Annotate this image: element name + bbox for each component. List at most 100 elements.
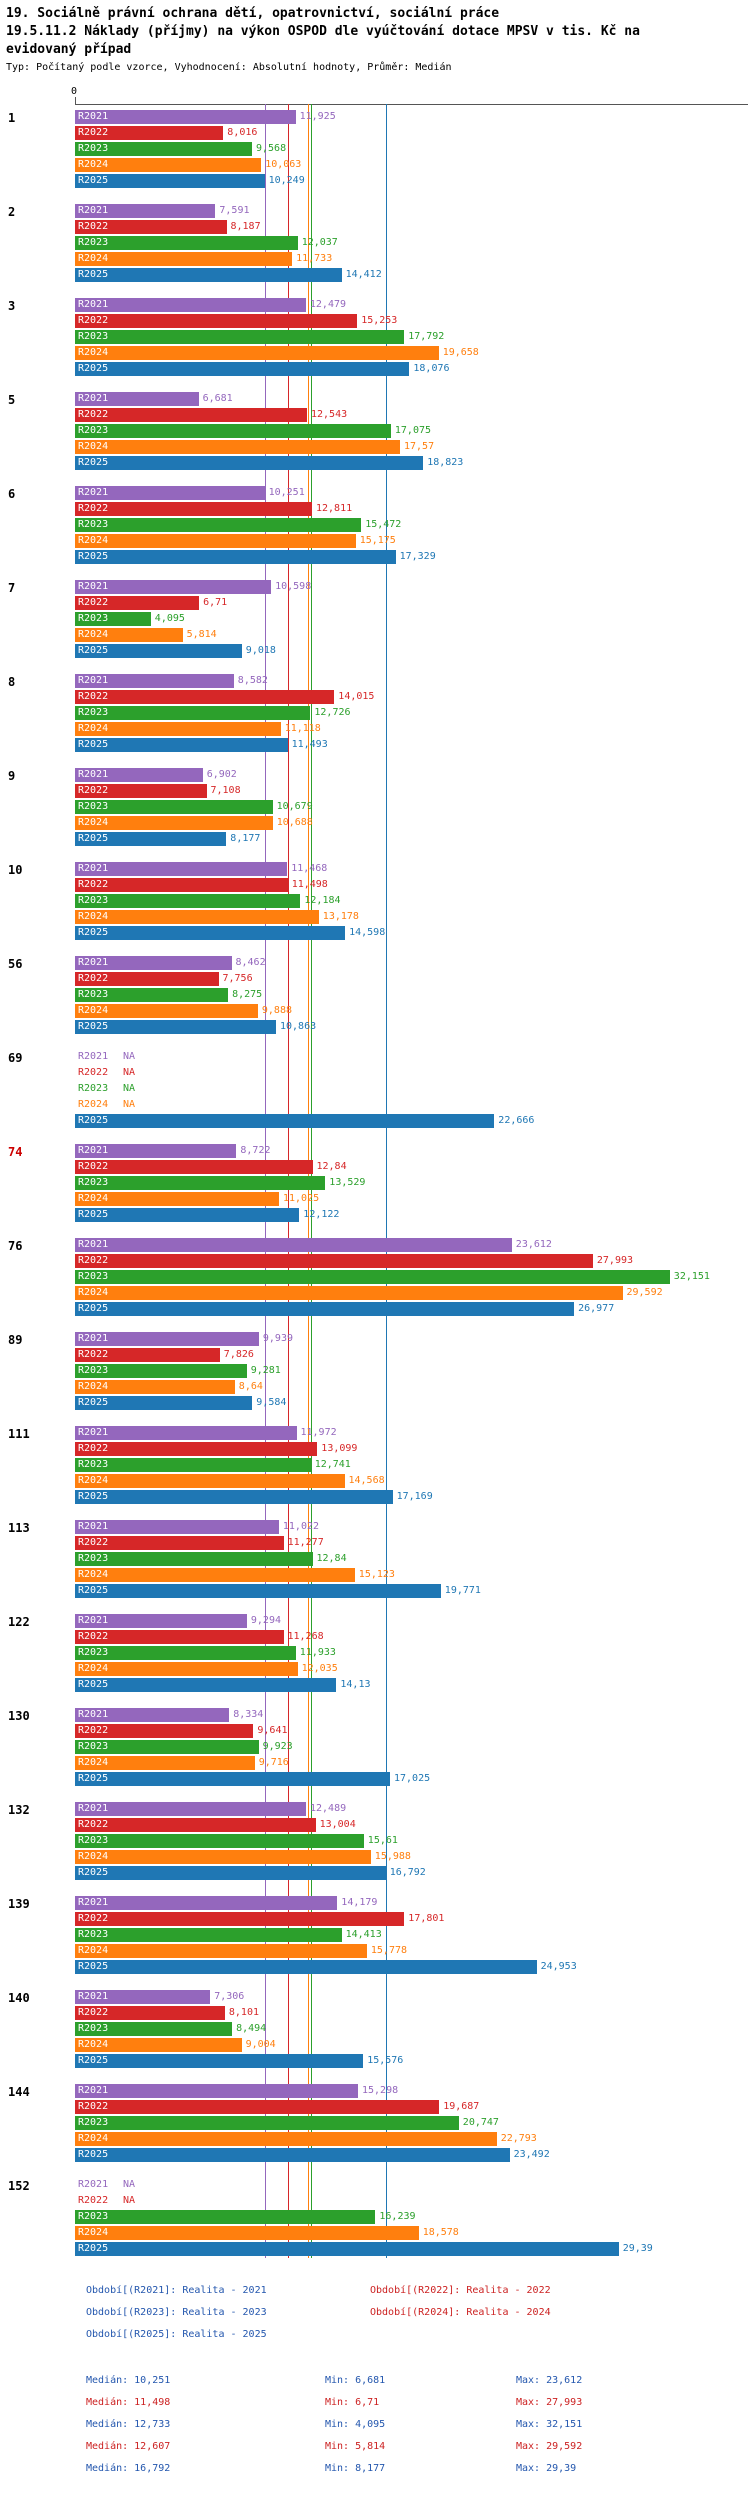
bar-2-R2023: R2023 [75,236,298,250]
bar-7-R2025: R2025 [75,644,242,658]
bar-value-label: 5,814 [186,629,217,640]
bar-1-R2021: R2021 [75,110,296,124]
bar-value-label: 9,888 [261,1005,292,1016]
bar-value-label: 7,306 [214,1991,245,2002]
bar-series-label: R2025 [78,2243,109,2254]
bar-series-label: R2024 [78,1381,109,1392]
bar-6-R2021: R2021 [75,486,265,500]
bar-series-label: R2025 [78,1961,109,1972]
bar-3-R2025: R2025 [75,362,410,376]
legend-item-2023: Období[(R2023]: Realita - 2023 [86,2307,267,2318]
bar-value-label: 11,498 [291,879,328,890]
category-label-76: 76 [8,1239,23,1253]
bar-series-label: R2023 [78,613,109,624]
series-label-R2021: R2021 [78,1051,109,1062]
bar-7-R2022: R2022 [75,596,200,610]
bar-series-label: R2021 [78,1145,109,1156]
bar-value-label: 13,529 [329,1177,366,1188]
bar-value-label: 10,598 [275,581,312,592]
median-line-R2025 [385,104,387,2258]
bar-series-label: R2023 [78,801,109,812]
bar-series-label: R2021 [78,1615,109,1626]
bar-series-label: R2025 [78,927,109,938]
bar-series-label: R2025 [78,1303,109,1314]
bar-9-R2025: R2025 [75,832,227,846]
category-label-132: 132 [8,1803,30,1817]
bar-value-label: 12,037 [301,237,338,248]
bar-value-label: 8,334 [233,1709,264,1720]
bar-value-label: 11,468 [291,863,328,874]
bar-132-R2025: R2025 [75,1866,386,1880]
bar-value-label: 7,826 [223,1349,254,1360]
bar-value-label: 14,015 [338,691,375,702]
bar-140-R2023: R2023 [75,2022,233,2036]
bar-value-label: 9,294 [250,1615,281,1626]
bar-series-label: R2021 [78,1333,109,1344]
bar-132-R2021: R2021 [75,1802,306,1816]
bar-value-label: 12,489 [310,1803,347,1814]
bar-130-R2025: R2025 [75,1772,390,1786]
bar-value-label: 11,972 [300,1427,337,1438]
bar-7-R2024: R2024 [75,628,183,642]
bar-value-label: 8,64 [238,1381,263,1392]
bar-130-R2021: R2021 [75,1708,230,1722]
bar-value-label: 13,178 [322,911,359,922]
bar-series-label: R2024 [78,1757,109,1768]
bar-series-label: R2023 [78,1553,109,1564]
bar-130-R2024: R2024 [75,1756,255,1770]
report-subtitle: Typ: Počítaný podle vzorce, Vyhodnocení:… [6,62,452,73]
bar-series-label: R2023 [78,1271,109,1282]
category-label-152: 152 [8,2179,30,2193]
bar-8-R2021: R2021 [75,674,234,688]
bar-series-label: R2021 [78,2085,109,2096]
bar-152-R2025: R2025 [75,2242,619,2256]
bar-series-label: R2021 [78,1709,109,1720]
bar-74-R2021: R2021 [75,1144,237,1158]
bar-value-label: 16,239 [379,2211,416,2222]
bar-series-label: R2023 [78,1459,109,1470]
bar-value-label: 9,584 [256,1397,287,1408]
bar-144-R2023: R2023 [75,2116,459,2130]
bar-value-label: 17,57 [404,441,435,452]
bar-value-label: 8,275 [232,989,263,1000]
bar-122-R2025: R2025 [75,1678,337,1692]
bar-89-R2021: R2021 [75,1332,259,1346]
bar-series-label: R2022 [78,1913,109,1924]
series-label-R2023: R2023 [78,1083,109,1094]
bar-6-R2022: R2022 [75,502,312,516]
bar-76-R2023: R2023 [75,1270,670,1284]
bar-value-label: 12,479 [309,299,347,310]
bar-series-label: R2023 [78,519,109,530]
bar-56-R2023: R2023 [75,988,229,1002]
bar-value-label: 13,099 [321,1443,358,1454]
bar-series-label: R2024 [78,441,109,452]
bar-5-R2021: R2021 [75,392,199,406]
bar-series-label: R2024 [78,253,109,264]
series-label-R2022: R2022 [78,2195,109,2206]
bar-111-R2025: R2025 [75,1490,393,1504]
bar-value-label: 12,543 [311,409,348,420]
bar-series-label: R2023 [78,1741,109,1752]
na-value-label: NA [123,1099,136,1110]
category-label-74: 74 [8,1145,23,1159]
bar-111-R2024: R2024 [75,1474,345,1488]
bar-3-R2024: R2024 [75,346,439,360]
axis-tick [75,97,76,104]
bar-value-label: 14,179 [341,1897,378,1908]
series-label-R2024: R2024 [78,1099,109,1110]
bar-value-label: 19,658 [442,347,479,358]
bar-74-R2022: R2022 [75,1160,313,1174]
min-stat-2024: Min: 5,814 [325,2441,386,2452]
bar-value-label: 7,756 [222,973,253,984]
legend-item-2021: Období[(R2021]: Realita - 2021 [86,2285,267,2296]
bar-series-label: R2025 [78,1021,109,1032]
bar-value-label: 11,925 [299,111,336,122]
bar-139-R2024: R2024 [75,1944,367,1958]
bar-value-label: 6,902 [206,769,237,780]
bar-9-R2024: R2024 [75,816,273,830]
bar-series-label: R2024 [78,911,109,922]
bar-74-R2024: R2024 [75,1192,279,1206]
bar-value-label: 27,993 [596,1255,634,1266]
